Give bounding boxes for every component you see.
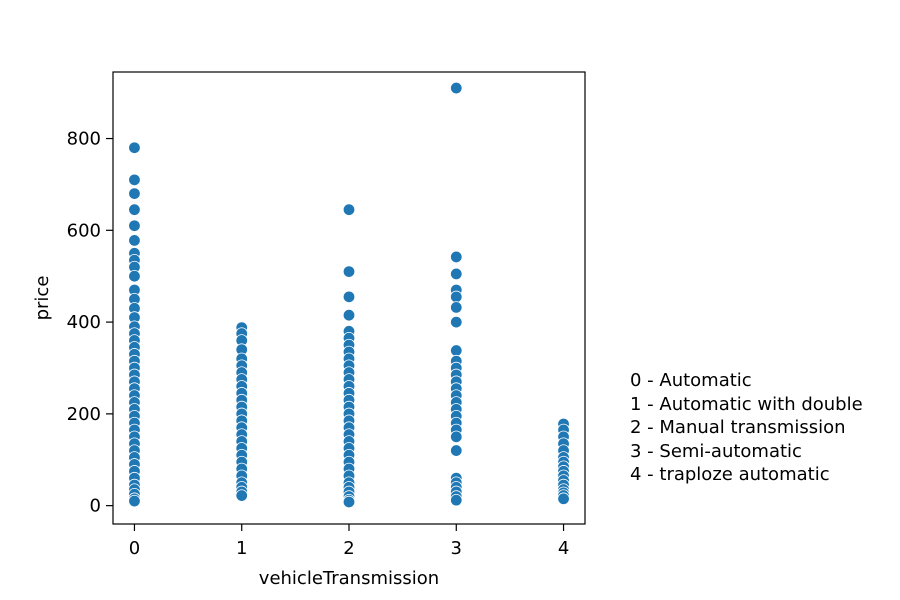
legend-entry-1: 1 - Automatic with double (630, 393, 863, 415)
data-point-3-19 (450, 430, 463, 444)
x-tick-label-0: 0 (129, 538, 140, 559)
data-point-3-7 (450, 344, 463, 357)
data-point-3-5 (450, 301, 463, 314)
x-tick-label-1: 1 (236, 538, 247, 559)
data-point-0-1 (128, 173, 141, 187)
data-point-4-15 (557, 492, 570, 505)
data-point-1-25 (235, 489, 248, 502)
legend-entry-0: 0 - Automatic (630, 370, 752, 391)
transmission-legend: 0 - Automatic 1 - Automatic with double … (630, 369, 863, 487)
data-point-3-26 (450, 493, 463, 507)
legend-entry-3: 3 - Semi-automatic (630, 440, 802, 462)
data-point-0-2 (128, 187, 141, 200)
data-point-0-41 (128, 494, 141, 508)
data-point-3-6 (450, 315, 463, 329)
y-tick-label-0: 0 (90, 496, 101, 517)
y-tick-label-2: 400 (67, 312, 101, 333)
y-tick-label-4: 800 (67, 129, 101, 150)
data-point-3-0 (450, 81, 463, 95)
data-point-3-4 (450, 290, 463, 304)
x-tick-label-2: 2 (343, 538, 354, 559)
x-axis-ticks: 0 1 2 3 4 (129, 524, 569, 559)
x-tick-label-3: 3 (451, 538, 462, 559)
legend-entry-2: 2 - Manual transmission (630, 417, 846, 438)
data-point-2-3 (342, 309, 356, 322)
data-point-2-31 (342, 495, 356, 509)
y-tick-label-3: 600 (67, 220, 101, 241)
y-axis-label: price (32, 276, 53, 321)
data-point-0-0 (128, 141, 141, 154)
x-axis-label: vehicleTransmission (259, 568, 439, 589)
data-point-2-0 (342, 203, 356, 216)
data-point-2-1 (342, 265, 356, 278)
data-point-0-5 (128, 234, 141, 247)
data-point-0-3 (128, 203, 141, 216)
data-point-3-2 (450, 267, 463, 281)
y-tick-label-1: 200 (67, 404, 101, 425)
y-axis-ticks: 0 200 400 600 800 (67, 129, 113, 517)
x-tick-label-4: 4 (558, 538, 569, 559)
data-points (128, 81, 570, 509)
data-point-3-1 (450, 250, 463, 264)
data-point-0-4 (128, 219, 141, 232)
data-point-0-9 (128, 270, 141, 283)
data-point-3-20 (450, 444, 463, 457)
legend-entry-4: 4 - traploze automatic (630, 464, 830, 485)
data-point-2-2 (342, 290, 356, 304)
